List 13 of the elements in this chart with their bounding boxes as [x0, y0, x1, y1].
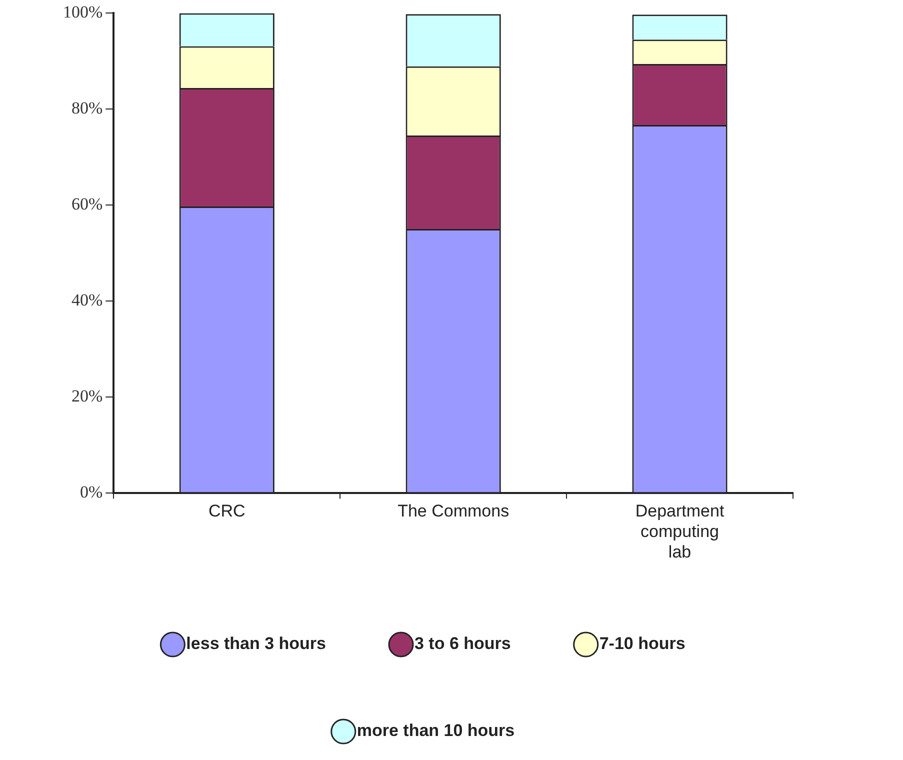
legend-label: 7-10 hours [599, 634, 686, 654]
legend-label: less than 3 hours [186, 634, 326, 654]
y-tick-label: 80% [71, 98, 103, 118]
y-tick-label: 60% [71, 194, 103, 214]
y-tick-label: 0% [80, 482, 103, 502]
legend-label: 3 to 6 hours [414, 634, 511, 654]
y-tick-label: 20% [71, 386, 103, 406]
x-tick-label: The Commons [398, 502, 510, 521]
x-tick-label: CRC [208, 502, 246, 521]
x-tick-label: Department computing lab [635, 502, 724, 562]
legend-label: more than 10 hours [356, 721, 515, 740]
y-tick-label: 40% [71, 290, 103, 310]
y-tick-label: 100% [62, 2, 103, 22]
